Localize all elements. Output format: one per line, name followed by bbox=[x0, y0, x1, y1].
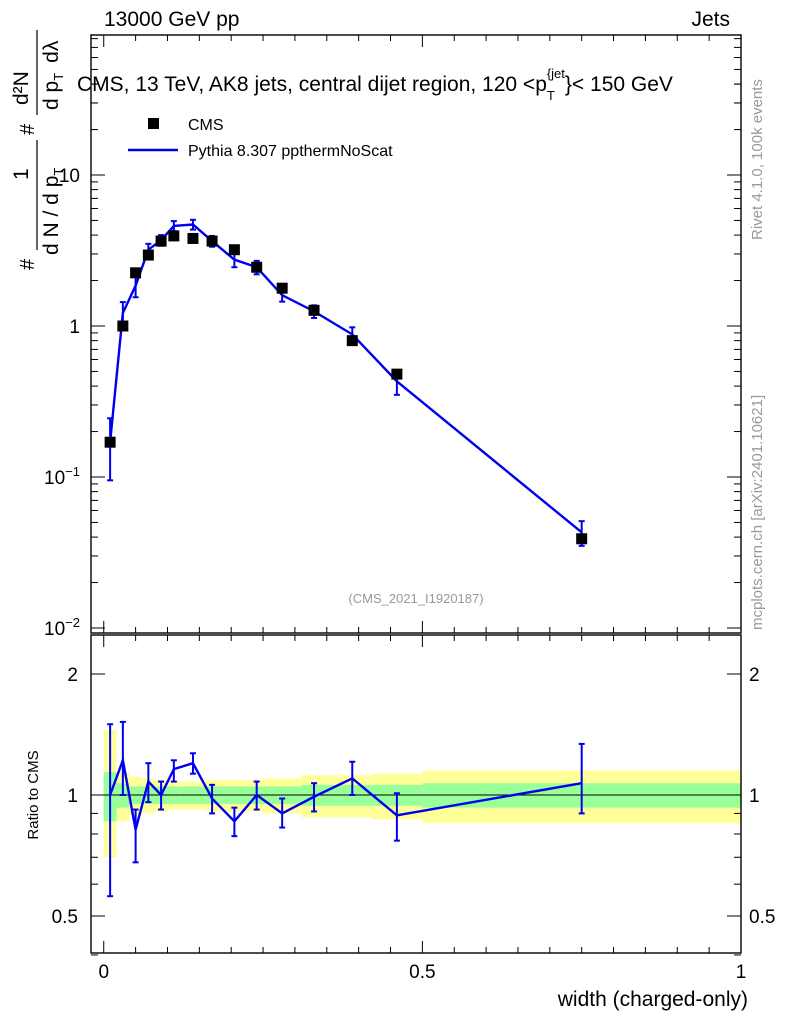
ratio-y-tick-label-right-1: 1 bbox=[749, 786, 760, 807]
ylabel-one: 1 bbox=[10, 168, 33, 180]
header-left-label: 13000 GeV pp bbox=[104, 8, 240, 31]
ratio-curve bbox=[107, 720, 585, 898]
ylabel-dN: d N / d pT bbox=[40, 168, 66, 255]
data-point-2 bbox=[130, 267, 142, 279]
axis-ticks bbox=[91, 35, 742, 956]
mc-line-main bbox=[108, 223, 583, 534]
data-point-3 bbox=[142, 249, 154, 261]
ratio-y-tick-label-left-2: 0.5 bbox=[52, 907, 78, 928]
main-y-tick-label-3: 10−2 bbox=[44, 615, 80, 640]
data-point-5 bbox=[168, 230, 180, 242]
tick-labels: 10 1 10−1 10−2 2 2 1 1 0.5 0.5 0 0.5 1 bbox=[44, 166, 775, 983]
mc-curve-main bbox=[107, 218, 585, 547]
ratio-y-tick-label-left-0: 2 bbox=[67, 665, 78, 686]
main-y-axis-label: # 1 d N / d pT # d²N d pTdλ bbox=[10, 30, 66, 270]
ratio-y-tick-label-left-1: 1 bbox=[67, 786, 78, 807]
x-axis-label: width (charged-only) bbox=[557, 988, 748, 1011]
ylabel-hash-mid: # bbox=[17, 123, 39, 135]
rivet-version-label: Rivet 4.1.0, 100k events bbox=[749, 79, 766, 240]
main-panel-frame bbox=[90, 34, 742, 634]
data-point-12 bbox=[346, 335, 358, 347]
ratio-uncertainty-bands bbox=[103, 730, 741, 858]
data-point-10 bbox=[276, 282, 288, 294]
data-point-4 bbox=[155, 235, 167, 247]
data-points-main bbox=[104, 230, 588, 545]
main-y-tick-label-2: 10−1 bbox=[44, 464, 80, 489]
data-point-13 bbox=[391, 368, 403, 380]
legend-marker-cms bbox=[148, 118, 159, 129]
legend-label-cms: CMS bbox=[188, 117, 224, 134]
analysis-watermark: (CMS_2021_I1920187) bbox=[348, 591, 483, 606]
title-tail: }< 150 GeV bbox=[565, 73, 673, 96]
main-y-tick-label-0: 10 bbox=[59, 166, 80, 187]
x-tick-label-2: 1 bbox=[736, 962, 747, 983]
data-point-1 bbox=[117, 320, 129, 332]
data-point-11 bbox=[308, 304, 320, 316]
legend-label-pythia: Pythia 8.307 ppthermNoScat bbox=[188, 143, 393, 160]
ylabel-dpt: d pTdλ bbox=[40, 40, 66, 110]
ylabel-d2N: d²N bbox=[10, 71, 33, 105]
data-point-7 bbox=[206, 235, 218, 247]
data-point-0 bbox=[104, 436, 116, 448]
ratio-y-tick-label-right-2: 0.5 bbox=[749, 907, 775, 928]
data-point-9 bbox=[251, 261, 263, 273]
ylabel-hash-left: # bbox=[17, 258, 39, 270]
main-y-tick-label-1: 1 bbox=[69, 317, 80, 338]
title-main: CMS, 13 TeV, AK8 jets, central dijet reg… bbox=[77, 73, 547, 96]
ratio-panel-frame bbox=[90, 634, 742, 954]
data-point-8 bbox=[228, 244, 240, 256]
x-tick-label-1: 0.5 bbox=[409, 962, 435, 983]
ratio-y-axis-label: Ratio to CMS bbox=[25, 750, 42, 839]
plot-title: CMS, 13 TeV, AK8 jets, central dijet reg… bbox=[77, 66, 673, 103]
title-sup: {jet bbox=[547, 66, 565, 81]
mcplots-label: mcplots.cern.ch [arXiv:2401.10621] bbox=[749, 395, 766, 630]
title-sub: T bbox=[547, 88, 555, 103]
data-point-14 bbox=[576, 533, 588, 545]
data-point-6 bbox=[187, 232, 199, 244]
header-right-label: Jets bbox=[691, 8, 730, 31]
x-tick-label-0: 0 bbox=[98, 962, 109, 983]
ratio-y-tick-label-right-0: 2 bbox=[749, 665, 760, 686]
